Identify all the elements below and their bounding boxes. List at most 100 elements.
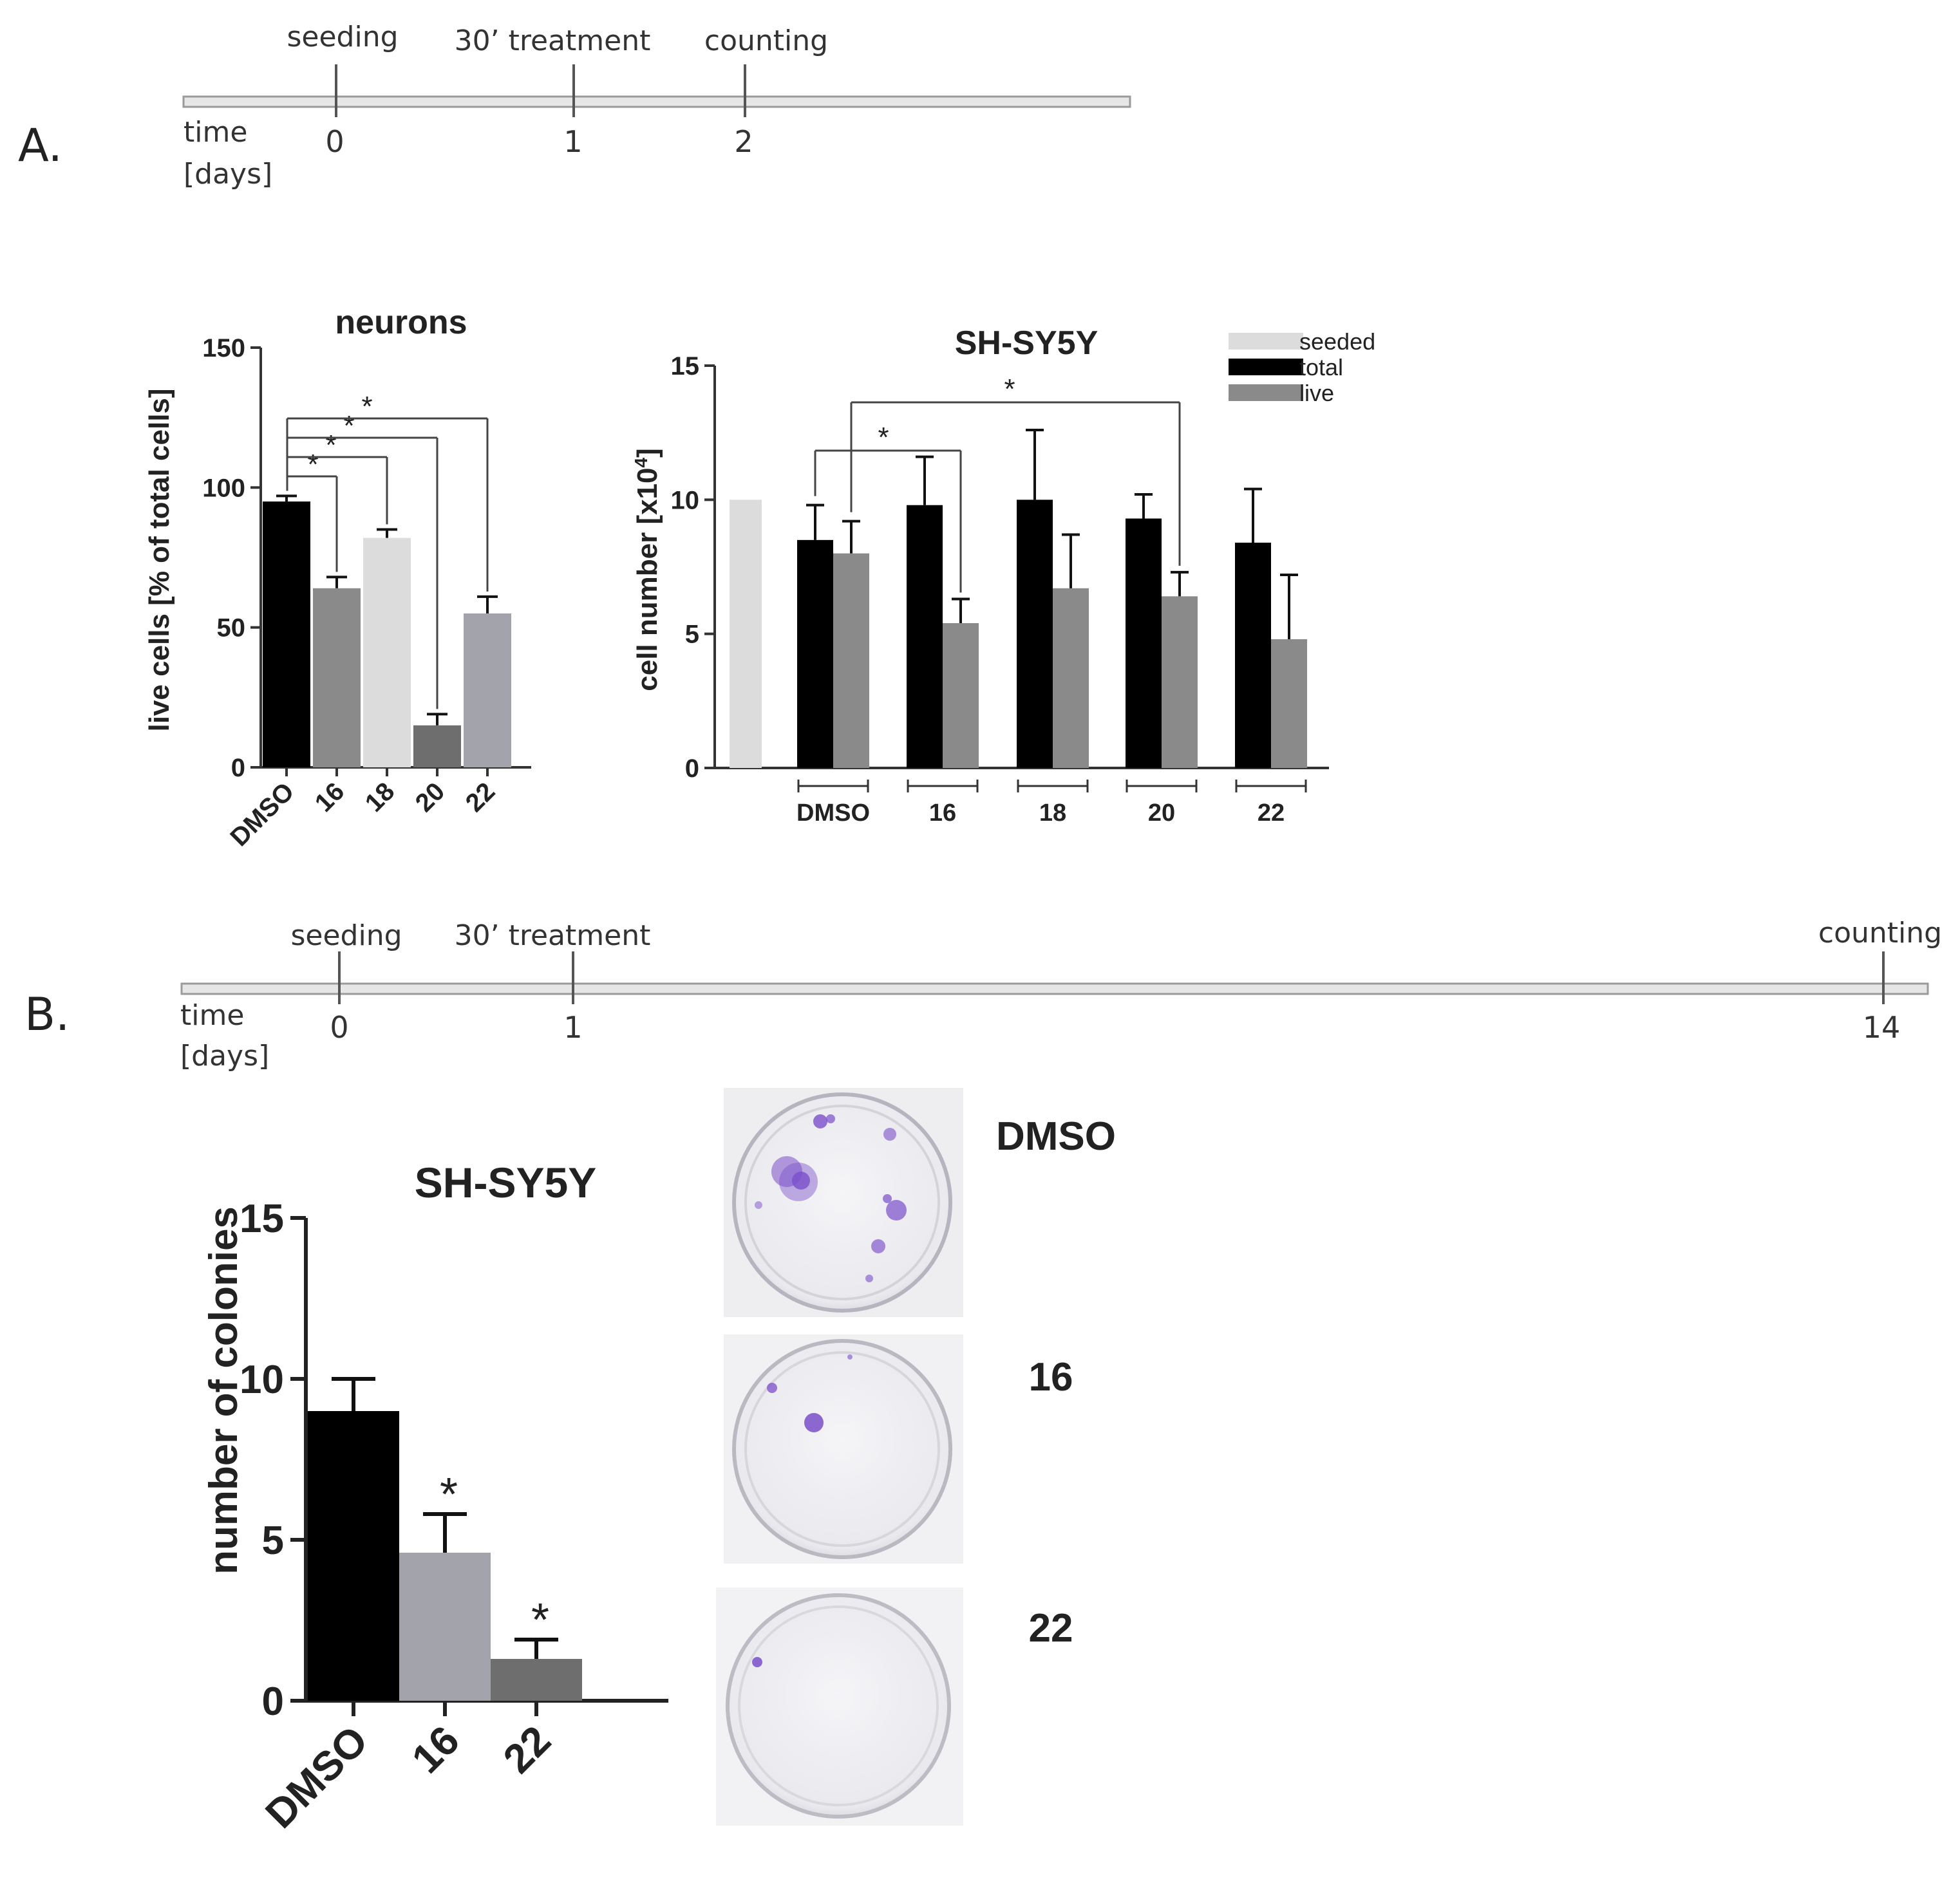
neurons-bar [263, 501, 310, 767]
colonies-x-tick-label: 22 [495, 1717, 560, 1782]
neurons-title: neurons [335, 304, 467, 341]
shsy5y-x-tick-label: 22 [1258, 800, 1285, 827]
neurons-x-tick-label: 22 [460, 777, 501, 818]
colony [792, 1172, 810, 1190]
ylabel-end: ] [632, 448, 663, 458]
colony [804, 1413, 824, 1432]
colony [826, 1114, 835, 1123]
neurons-y-tick-label: 150 [202, 334, 245, 362]
shsy5y-y-tick-label: 5 [685, 621, 699, 649]
plate-image-16 [724, 1334, 963, 1564]
neurons-bar [464, 613, 511, 767]
shsy5y-live-bar [1162, 596, 1198, 768]
colonies-dmso [755, 1114, 907, 1282]
plate-label-dmso: DMSO [996, 1114, 1116, 1159]
timeline-a-event-label: counting [704, 24, 828, 57]
colony [871, 1239, 885, 1253]
shsy5y-total-bar [1017, 500, 1053, 768]
plate-label-22: 22 [1029, 1606, 1073, 1651]
colonies-y-tick-label: 10 [240, 1358, 284, 1402]
neurons-bar [313, 588, 361, 767]
colonies-22 [752, 1657, 762, 1667]
neurons-x-tick-label: 18 [360, 777, 400, 818]
colonies-y-tick-label: 0 [262, 1679, 284, 1724]
shsy5y-x-tick-label: 18 [1039, 800, 1066, 827]
timeline-a: A. seeding 30’ treatment counting time [… [18, 21, 1131, 191]
neurons-sig-star: * [325, 429, 336, 461]
neurons-x-tick-label: 20 [410, 777, 451, 818]
timeline-b-event-label: seeding [290, 919, 402, 952]
colony [886, 1200, 907, 1221]
colony [883, 1128, 896, 1141]
colony [883, 1194, 892, 1203]
neurons-y-tick-label: 0 [231, 754, 245, 782]
colonies-16 [767, 1354, 853, 1432]
timeline-a-event-label: 30’ treatment [455, 24, 651, 57]
legend-label-seeded: seeded [1299, 328, 1375, 355]
colonies-sig-star: * [440, 1469, 458, 1520]
ylabel-superscript: 4 [631, 457, 651, 467]
shsy5y-live-bar [1053, 588, 1089, 768]
colonies-x-tick-label: DMSO [256, 1717, 377, 1837]
legend-swatch-seeded [1229, 333, 1303, 350]
shsy5y-count-chart: SH-SY5Y cell number [x104] 0 5 10 15 DMSO 16 1… [631, 324, 1376, 827]
neurons-ylabel: live cells [% of total cells] [144, 388, 175, 731]
colony [755, 1201, 762, 1209]
colony [865, 1275, 873, 1282]
petri-dish-rim [744, 1105, 940, 1300]
timeline-b-axis-unit: [days] [180, 1040, 269, 1072]
shsy5y-live-bar [1271, 639, 1307, 768]
ylabel-main: cell number [x10 [632, 467, 663, 691]
plate-label-16: 16 [1029, 1355, 1073, 1399]
timeline-b: B. seeding 30’ treatment counting time [… [24, 917, 1942, 1072]
neurons-y-tick-label: 100 [202, 474, 245, 502]
shsy5y-seeded-bar [730, 500, 762, 768]
timeline-a-day: 0 [325, 124, 344, 159]
legend-label-total: total [1299, 354, 1343, 380]
plate-images: DMSO 16 22 [716, 1088, 1116, 1826]
neurons-chart: neurons live cells [% of total cells] 0 5… [144, 304, 531, 852]
petri-dish [732, 1092, 952, 1313]
colony [767, 1383, 777, 1393]
shsy5y-live-bar [833, 553, 869, 768]
shsy5y-sig-star: * [1004, 373, 1015, 405]
neurons-bar [413, 725, 461, 767]
shsy5y-count-title: SH-SY5Y [955, 324, 1098, 362]
timeline-b-bar [180, 982, 1929, 995]
legend-swatch-total [1229, 359, 1303, 375]
shsy5y-total-bar [1235, 543, 1271, 768]
colony [813, 1114, 827, 1128]
timeline-b-axis-label: time [180, 999, 244, 1032]
petri-dish-rim [744, 1351, 940, 1547]
shsy5y-sig-star: * [878, 422, 889, 453]
neurons-sig-star: * [343, 410, 354, 442]
shsy5y-count-plot-area: 0 5 10 15 DMSO 16 18 20 22 * * [671, 352, 1329, 827]
colonies-bar [399, 1553, 491, 1701]
colonies-plot-area: 0 5 10 15 DMSO 16 * 22 * [240, 1197, 668, 1837]
neurons-x-tick-label: DMSO [225, 777, 299, 852]
shsy5y-y-tick-label: 15 [671, 352, 700, 380]
neurons-y-tick-label: 50 [217, 614, 246, 642]
colonies-title: SH-SY5Y [415, 1159, 596, 1206]
timeline-b-day: 0 [330, 1010, 348, 1045]
timeline-a-day: 1 [563, 124, 582, 159]
neurons-x-tick-label: 16 [310, 777, 350, 818]
timeline-a-axis-label: time [184, 116, 247, 149]
shsy5y-legend: seeded total live [1229, 328, 1375, 406]
plate-image-22 [716, 1587, 963, 1826]
colonies-bar [491, 1659, 582, 1701]
petri-dish-rim [738, 1605, 939, 1806]
legend-label-live: live [1299, 380, 1334, 406]
panel-a-label: A. [18, 119, 62, 172]
colonies-y-tick-label: 15 [240, 1197, 284, 1241]
legend-swatch-live [1229, 384, 1303, 401]
colonies-chart: SH-SY5Y number of colonies 0 5 10 15 DMSO 16 *… [202, 1159, 668, 1837]
panel-b-label: B. [24, 988, 70, 1041]
neurons-sig-star: * [307, 449, 318, 480]
colonies-bar [308, 1411, 399, 1701]
colonies-y-tick-label: 5 [262, 1519, 284, 1563]
neurons-bar [363, 538, 411, 767]
timeline-a-day: 2 [734, 124, 753, 159]
